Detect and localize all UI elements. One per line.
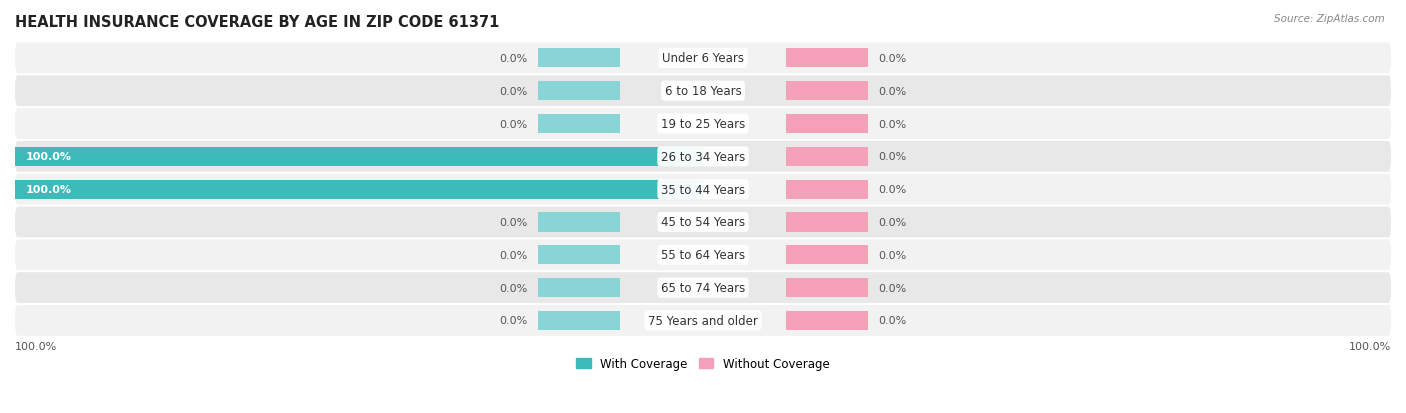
- Bar: [786, 278, 868, 297]
- Text: 0.0%: 0.0%: [879, 54, 907, 64]
- FancyBboxPatch shape: [15, 76, 1391, 107]
- FancyBboxPatch shape: [15, 174, 1391, 205]
- Text: 0.0%: 0.0%: [499, 218, 527, 228]
- Bar: [786, 82, 868, 101]
- Text: 55 to 64 Years: 55 to 64 Years: [661, 249, 745, 262]
- Bar: [538, 246, 620, 265]
- Text: 100.0%: 100.0%: [25, 152, 72, 162]
- Text: 6 to 18 Years: 6 to 18 Years: [665, 85, 741, 98]
- Bar: [538, 311, 620, 330]
- Legend: With Coverage, Without Coverage: With Coverage, Without Coverage: [572, 353, 834, 375]
- Bar: [786, 49, 868, 68]
- Bar: [538, 278, 620, 297]
- Bar: [786, 213, 868, 232]
- Bar: [786, 180, 868, 199]
- Bar: [15, 147, 703, 166]
- Bar: [786, 115, 868, 134]
- Text: 65 to 74 Years: 65 to 74 Years: [661, 281, 745, 294]
- Bar: [786, 147, 868, 166]
- Text: 0.0%: 0.0%: [499, 316, 527, 325]
- Text: 0.0%: 0.0%: [499, 87, 527, 97]
- Text: 100.0%: 100.0%: [25, 185, 72, 195]
- Text: 0.0%: 0.0%: [499, 119, 527, 129]
- Text: 0.0%: 0.0%: [499, 250, 527, 260]
- FancyBboxPatch shape: [15, 207, 1391, 238]
- Text: 19 to 25 Years: 19 to 25 Years: [661, 118, 745, 131]
- Bar: [538, 49, 620, 68]
- FancyBboxPatch shape: [15, 273, 1391, 303]
- Text: 100.0%: 100.0%: [1348, 341, 1391, 351]
- FancyBboxPatch shape: [15, 43, 1391, 74]
- Text: 75 Years and older: 75 Years and older: [648, 314, 758, 327]
- Text: 0.0%: 0.0%: [879, 119, 907, 129]
- Text: 45 to 54 Years: 45 to 54 Years: [661, 216, 745, 229]
- FancyBboxPatch shape: [15, 305, 1391, 336]
- Text: 35 to 44 Years: 35 to 44 Years: [661, 183, 745, 196]
- Text: 0.0%: 0.0%: [879, 316, 907, 325]
- Bar: [786, 311, 868, 330]
- Bar: [15, 180, 703, 199]
- Text: Source: ZipAtlas.com: Source: ZipAtlas.com: [1274, 14, 1385, 24]
- Text: 100.0%: 100.0%: [15, 341, 58, 351]
- Text: Under 6 Years: Under 6 Years: [662, 52, 744, 65]
- Bar: [538, 115, 620, 134]
- FancyBboxPatch shape: [15, 109, 1391, 140]
- Text: 0.0%: 0.0%: [879, 152, 907, 162]
- FancyBboxPatch shape: [15, 142, 1391, 172]
- Text: 0.0%: 0.0%: [879, 283, 907, 293]
- Text: 0.0%: 0.0%: [499, 283, 527, 293]
- Text: 0.0%: 0.0%: [879, 87, 907, 97]
- Text: 0.0%: 0.0%: [879, 250, 907, 260]
- Bar: [786, 246, 868, 265]
- Text: 0.0%: 0.0%: [879, 218, 907, 228]
- Text: 26 to 34 Years: 26 to 34 Years: [661, 150, 745, 164]
- Bar: [538, 213, 620, 232]
- Text: 0.0%: 0.0%: [499, 54, 527, 64]
- FancyBboxPatch shape: [15, 240, 1391, 271]
- Text: 0.0%: 0.0%: [879, 185, 907, 195]
- Bar: [538, 82, 620, 101]
- Text: HEALTH INSURANCE COVERAGE BY AGE IN ZIP CODE 61371: HEALTH INSURANCE COVERAGE BY AGE IN ZIP …: [15, 15, 499, 30]
